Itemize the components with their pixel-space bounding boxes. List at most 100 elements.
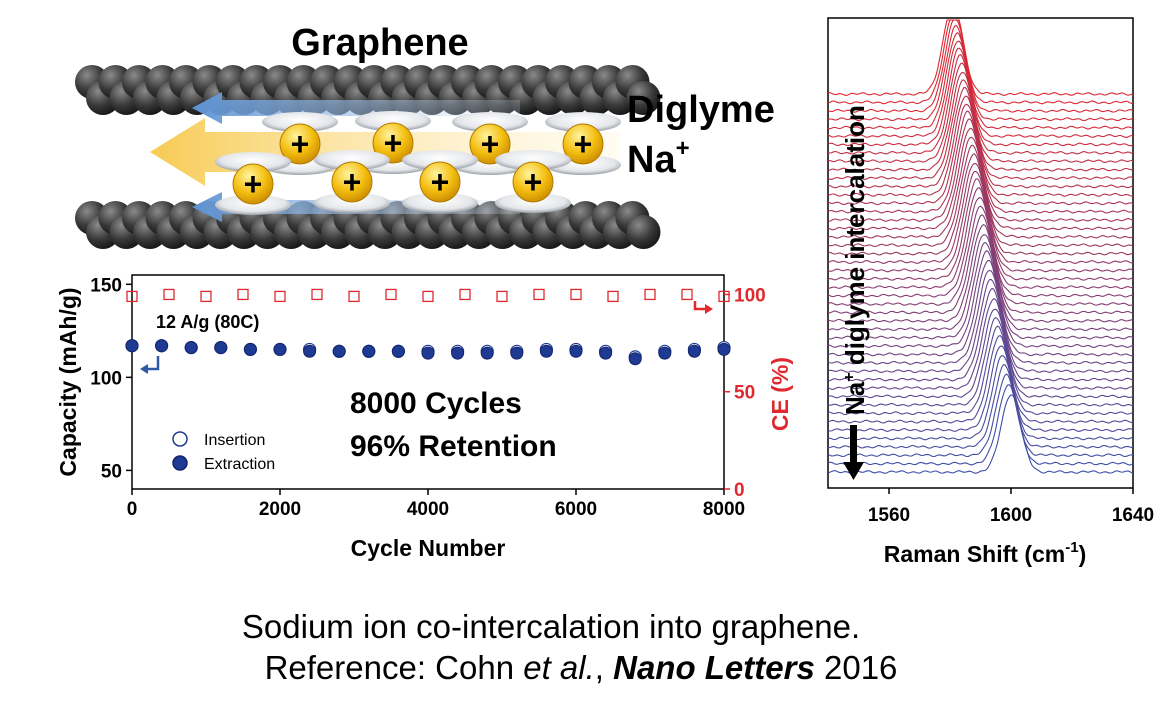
extraction-point <box>569 344 583 358</box>
ion-plus-sign: + <box>291 126 310 162</box>
raman-spectrum <box>827 364 1134 449</box>
legend-insertion-label: Insertion <box>204 432 265 449</box>
caption-line-1: Sodium ion co-intercalation into graphen… <box>241 608 861 645</box>
carbon-atom <box>626 215 661 249</box>
ion-plus-sign: + <box>431 164 450 200</box>
raman-spectrum <box>827 234 1134 332</box>
legend-insertion-marker <box>172 431 188 447</box>
axis-indicator-right <box>693 301 713 314</box>
raman-spectrum <box>827 19 1134 113</box>
ion-plus-sign: + <box>343 164 362 200</box>
raman-spectrum <box>828 186 1133 290</box>
raman-spectrum <box>827 259 1134 357</box>
sodium-ions: + + + + + + + + <box>215 111 621 215</box>
ce-point <box>607 290 619 303</box>
raman-spectrum <box>827 345 1134 432</box>
raman-plot-frame <box>827 17 1134 489</box>
cycling-y-ticks: 50 100 150 <box>90 275 132 482</box>
extraction-point <box>539 344 553 358</box>
ce-point <box>311 288 323 301</box>
extraction-point <box>184 341 198 355</box>
ion-plus-sign: + <box>574 126 593 162</box>
diglyme-molecule <box>495 193 571 213</box>
cycling-y2-tick-label: 0 <box>734 480 745 501</box>
raman-spectrum <box>827 79 1134 180</box>
raman-spectrum <box>827 24 1134 122</box>
extraction-point <box>628 352 642 366</box>
ce-point <box>718 290 730 303</box>
diglyme-molecule <box>452 112 528 132</box>
cycling-y-tick-label: 100 <box>90 368 122 389</box>
cycling-x-tick-label: 8000 <box>703 499 745 520</box>
extraction-point <box>421 346 435 360</box>
cycling-y2-tick-label: 100 <box>734 285 766 306</box>
cycling-x-tick-label: 6000 <box>555 499 597 520</box>
schematic-title: Graphene <box>291 22 468 64</box>
sodium-ion <box>279 123 321 165</box>
raman-spectrum <box>827 103 1134 206</box>
cycling-x-tick-label: 0 <box>127 499 138 520</box>
annotation-cycles: 8000 Cycles <box>350 387 522 420</box>
raman-spectrum <box>827 47 1134 147</box>
diglyme-molecule <box>314 193 390 213</box>
diglyme-molecule <box>402 193 478 213</box>
diglyme-molecule <box>402 150 478 170</box>
raman-spectrum <box>827 163 1133 264</box>
raman-chart: 1560 1600 1640 Raman Shift (cm-1) Na+ digl… <box>827 17 1154 567</box>
cycling-y2-tick-label: 50 <box>734 383 755 404</box>
raman-x-tick-label: 1640 <box>1112 505 1154 526</box>
extraction-point <box>599 346 613 360</box>
raman-spectrum <box>827 298 1134 390</box>
diglyme-molecule <box>314 150 390 170</box>
label-na-ion: Na+ <box>627 135 690 181</box>
sodium-ion <box>562 123 604 165</box>
cycling-x-tick-label: 2000 <box>259 499 301 520</box>
raman-spectrum <box>827 325 1134 416</box>
cycling-y2-ticks: 0 50 100 <box>724 285 766 501</box>
ce-point <box>422 290 434 303</box>
axis-indicator-left <box>140 356 160 374</box>
extraction-point <box>273 342 287 356</box>
raman-spectrum <box>827 394 1134 474</box>
ce-point <box>533 288 545 301</box>
raman-spectrum <box>827 223 1134 323</box>
extraction-point <box>125 339 139 353</box>
raman-x-label: Raman Shift (cm-1) <box>884 539 1087 567</box>
ce-point <box>570 288 582 301</box>
raman-spectrum <box>827 54 1134 155</box>
raman-x-ticks: 1560 1600 1640 <box>868 488 1154 526</box>
raman-spectrum <box>827 19 1134 105</box>
extraction-point <box>687 344 701 358</box>
ion-plus-sign: + <box>384 125 403 161</box>
legend-extraction-marker <box>172 455 188 471</box>
raman-spectrum <box>827 197 1134 298</box>
cycling-legend: Insertion Extraction <box>172 431 275 473</box>
series-ce <box>126 288 730 303</box>
raman-spectrum <box>827 71 1134 172</box>
raman-spectrum <box>827 19 1134 96</box>
diglyme-molecule <box>495 150 571 170</box>
diglyme-molecule <box>215 152 291 172</box>
raman-spectrum <box>827 178 1134 281</box>
raman-spectrum <box>827 354 1134 441</box>
extraction-point <box>510 346 524 360</box>
ce-point <box>200 290 212 303</box>
caption-line-2: Reference: Cohn et al., Nano Letters 201… <box>264 649 898 686</box>
cycling-y-label: Capacity (mAh/g) <box>55 287 81 476</box>
cycling-series <box>125 288 731 366</box>
sodium-ion <box>331 161 373 203</box>
extraction-point <box>303 344 317 358</box>
raman-spectrum <box>827 205 1134 306</box>
raman-spectrum <box>827 170 1134 273</box>
raman-spectrum <box>827 384 1134 466</box>
sodium-ion <box>372 122 414 164</box>
diglyme-molecule <box>355 111 431 131</box>
series-extraction <box>125 339 731 366</box>
carbon-atom <box>626 81 661 115</box>
raman-spectra <box>827 19 1134 474</box>
raman-x-tick-label: 1560 <box>868 505 910 526</box>
cycling-y-tick-label: 150 <box>90 275 122 296</box>
raman-spectrum <box>827 86 1134 189</box>
ce-point <box>348 290 360 303</box>
